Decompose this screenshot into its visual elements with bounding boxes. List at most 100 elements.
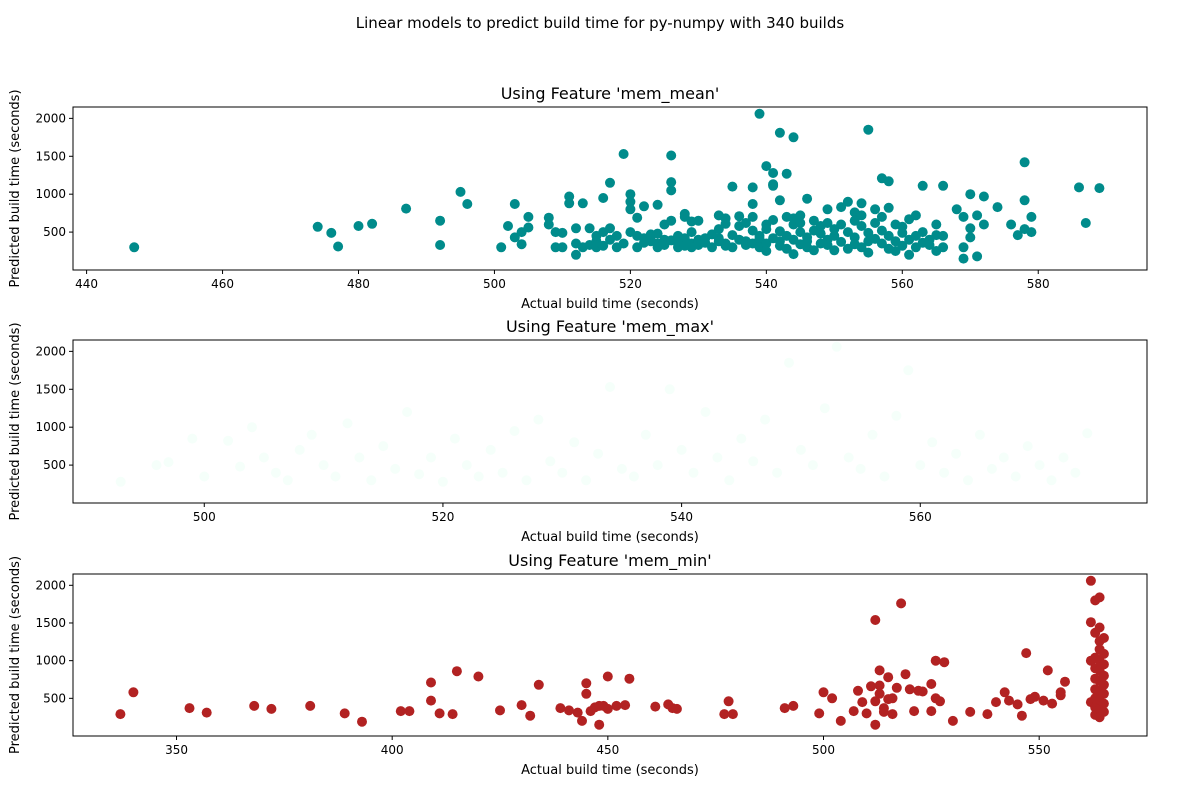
scatter-point [581, 688, 592, 699]
scatter-point [1046, 475, 1057, 486]
scatter-point [951, 448, 962, 459]
scatter-point [1055, 690, 1066, 701]
scatter-point [974, 429, 985, 440]
scatter-point [1012, 699, 1023, 710]
scatter-point [853, 685, 863, 696]
scatter-point [874, 680, 885, 691]
scatter-point [897, 240, 908, 251]
scatter-point [564, 705, 574, 716]
scatter-point [827, 693, 838, 704]
scatter-point [516, 700, 527, 711]
scatter-point [788, 700, 799, 711]
scatter-point [312, 221, 323, 232]
scatter-point [1026, 211, 1037, 222]
scatter-point [958, 211, 969, 222]
scatter-point [822, 204, 833, 215]
scatter-point [1026, 227, 1037, 238]
x-tick-label: 540 [670, 510, 693, 524]
scatter-point [1085, 617, 1096, 628]
scatter-point [917, 180, 928, 191]
x-tick-label: 560 [909, 510, 932, 524]
y-tick-label: 1000 [35, 420, 66, 434]
x-tick-label: 400 [381, 743, 404, 757]
scatter-point [863, 247, 874, 258]
scatter-point [917, 227, 928, 238]
scatter-point [1070, 467, 1081, 478]
scatter-point [883, 672, 894, 683]
scatter-point [266, 703, 277, 714]
scatter-point [761, 238, 772, 249]
scatter-point [1098, 688, 1109, 699]
scatter-point [713, 224, 724, 235]
scatter-point [577, 715, 587, 726]
scatter-point [434, 708, 445, 719]
scatter-point [963, 475, 973, 486]
scatter-point [747, 199, 758, 209]
scatter-point [863, 124, 874, 135]
scatter-point [779, 703, 790, 714]
scatter-point [863, 227, 874, 238]
scatter-point [611, 700, 622, 711]
scatter-point [404, 706, 415, 717]
scatter-point [768, 215, 779, 225]
scatter-point [1047, 698, 1058, 709]
scatter-point [736, 433, 747, 444]
scatter-point [879, 471, 890, 482]
axes-frame [72, 339, 1148, 504]
x-tick-label: 550 [1028, 743, 1051, 757]
scatter-point [1098, 706, 1109, 717]
scatter-point [890, 246, 901, 256]
scatter-point [1098, 648, 1109, 659]
scatter-point [818, 687, 829, 698]
y-axis-label: Predicted build time (seconds) [8, 322, 23, 520]
scatter-point [876, 238, 887, 249]
scatter-point [666, 150, 677, 161]
scatter-point [525, 710, 536, 721]
scatter-point [1098, 633, 1109, 643]
scatter-point [972, 210, 983, 221]
scatter-point [625, 204, 636, 215]
scatter-point [1094, 592, 1105, 603]
scatter-point [795, 227, 806, 238]
scatter-point [807, 460, 818, 471]
scatter-point [761, 246, 772, 256]
scatter-point [447, 709, 458, 720]
scatter-point [870, 719, 881, 730]
scatter-point [1094, 183, 1105, 194]
scatter-point [473, 471, 484, 482]
scatter-point [808, 245, 819, 256]
scatter-point [625, 189, 636, 200]
scatter-point [652, 460, 663, 471]
scatter-point [414, 469, 425, 480]
scatter-point [1019, 195, 1030, 206]
x-axis-label: Actual build time (seconds) [521, 297, 699, 312]
scatter-point [870, 696, 881, 707]
scatter-point [760, 414, 771, 425]
scatter-point [163, 457, 174, 468]
scatter-point [318, 460, 329, 471]
y-tick-label: 2000 [35, 111, 66, 125]
scatter-point [795, 218, 806, 228]
scatter-point [235, 461, 246, 472]
scatter-point [151, 460, 162, 471]
scatter-point [115, 709, 126, 720]
scatter-point [1098, 698, 1109, 709]
scatter-point [1016, 710, 1027, 721]
scatter-point [533, 679, 544, 690]
scatter-point [965, 706, 976, 717]
scatter-point [795, 444, 806, 455]
scatter-point [223, 435, 234, 446]
y-tick-label: 1500 [35, 382, 66, 396]
x-tick-label: 460 [211, 277, 234, 291]
scatter-point [1010, 471, 1021, 482]
scatter-point [1094, 622, 1105, 633]
scatter-point [814, 708, 825, 719]
scatter-point [333, 241, 344, 252]
scatter-point [897, 221, 908, 232]
scatter-point [935, 696, 945, 707]
scatter-point [594, 719, 605, 730]
scatter-point [965, 223, 976, 234]
scatter-point [602, 671, 613, 682]
